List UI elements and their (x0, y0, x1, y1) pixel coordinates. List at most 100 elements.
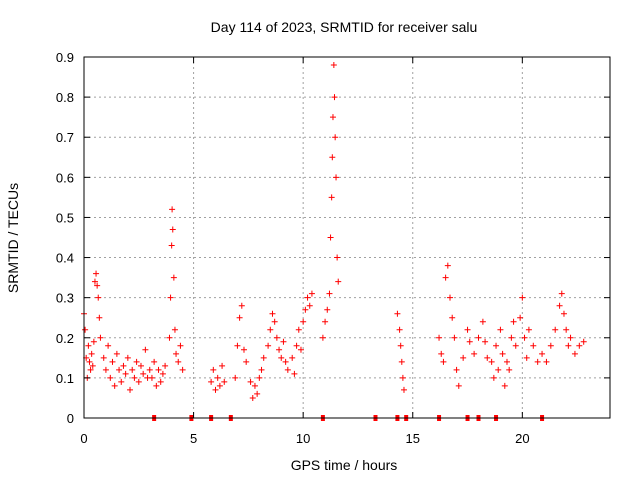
data-point (170, 274, 177, 281)
data-point (560, 310, 567, 317)
data-point (479, 318, 486, 325)
data-point (319, 334, 326, 341)
data-point (271, 318, 278, 325)
data-point (442, 274, 449, 281)
data-point (109, 358, 116, 365)
data-point (501, 382, 508, 389)
data-point (284, 366, 291, 373)
axis-ticks: 0 0.1 0.2 0.3 0.4 0.5 0.6 0.7 0.8 0.9 0 5 10 15 20 (56, 50, 610, 446)
data-point (438, 350, 445, 357)
data-point (116, 366, 123, 373)
data-point (453, 366, 460, 373)
data-point (530, 342, 537, 349)
data-point (525, 326, 532, 333)
data-point (96, 314, 103, 321)
grid-lines (84, 57, 610, 418)
data-point (464, 326, 471, 333)
data-point (249, 394, 256, 401)
data-point (547, 342, 554, 349)
data-point (332, 134, 339, 141)
data-point (155, 366, 162, 373)
data-point (331, 94, 338, 101)
data-point (129, 366, 136, 373)
data-point (460, 354, 467, 361)
data-point (466, 338, 473, 345)
data-point (297, 346, 304, 353)
data-point (142, 346, 149, 353)
plot-frame (83, 56, 611, 419)
y-tick-label: 0 (67, 411, 74, 426)
data-point (455, 382, 462, 389)
x-tick-label: 10 (296, 431, 310, 446)
data-point (97, 334, 104, 341)
data-point (212, 386, 219, 393)
data-point (506, 366, 513, 373)
data-point (258, 366, 265, 373)
y-axis-title: SRMTID / TECUs (5, 183, 21, 293)
data-point (436, 334, 443, 341)
data-point (166, 334, 173, 341)
data-point (300, 318, 307, 325)
data-point (326, 290, 333, 297)
data-point (162, 362, 169, 369)
data-point (503, 358, 510, 365)
data-point (493, 342, 500, 349)
data-point (398, 358, 405, 365)
data-point (87, 366, 94, 373)
data-point (324, 306, 331, 313)
data-point (484, 354, 491, 361)
data-point (329, 154, 336, 161)
y-tick-label: 0.1 (56, 371, 74, 386)
data-point (576, 342, 583, 349)
data-point (254, 390, 261, 397)
y-tick-label: 0.7 (56, 130, 74, 145)
data-point (400, 386, 407, 393)
data-point (521, 334, 528, 341)
data-point (565, 342, 572, 349)
data-point (159, 370, 166, 377)
data-point (238, 302, 245, 309)
data-point (276, 346, 283, 353)
data-point (88, 350, 95, 357)
data-point (85, 342, 92, 349)
data-point (280, 338, 287, 345)
data-point (267, 326, 274, 333)
data-point (140, 370, 147, 377)
data-point (234, 342, 241, 349)
data-point (534, 358, 541, 365)
data-point (306, 302, 313, 309)
data-point (552, 326, 559, 333)
data-point (304, 294, 311, 301)
data-point (247, 378, 254, 385)
data-point (558, 290, 565, 297)
data-point (169, 226, 176, 233)
data-point (214, 374, 221, 381)
data-point (397, 342, 404, 349)
data-point (89, 362, 96, 369)
data-point (399, 374, 406, 381)
data-point (171, 326, 178, 333)
data-point (94, 282, 101, 289)
data-point (449, 314, 456, 321)
data-point (100, 354, 107, 361)
data-point (327, 234, 334, 241)
data-point (219, 362, 226, 369)
data-point (107, 374, 114, 381)
data-point (497, 326, 504, 333)
y-tick-label: 0.9 (56, 50, 74, 65)
data-point (293, 342, 300, 349)
data-point (269, 310, 276, 317)
data-point (118, 378, 125, 385)
data-point (137, 362, 144, 369)
data-point (135, 378, 142, 385)
data-point (523, 354, 530, 361)
chart-title: Day 114 of 2023, SRMTID for receiver sal… (211, 19, 478, 35)
data-point (168, 242, 175, 249)
data-point (113, 350, 120, 357)
data-point (221, 378, 228, 385)
y-tick-label: 0.6 (56, 170, 74, 185)
data-point (208, 378, 215, 385)
data-point (111, 382, 118, 389)
data-point (499, 350, 506, 357)
